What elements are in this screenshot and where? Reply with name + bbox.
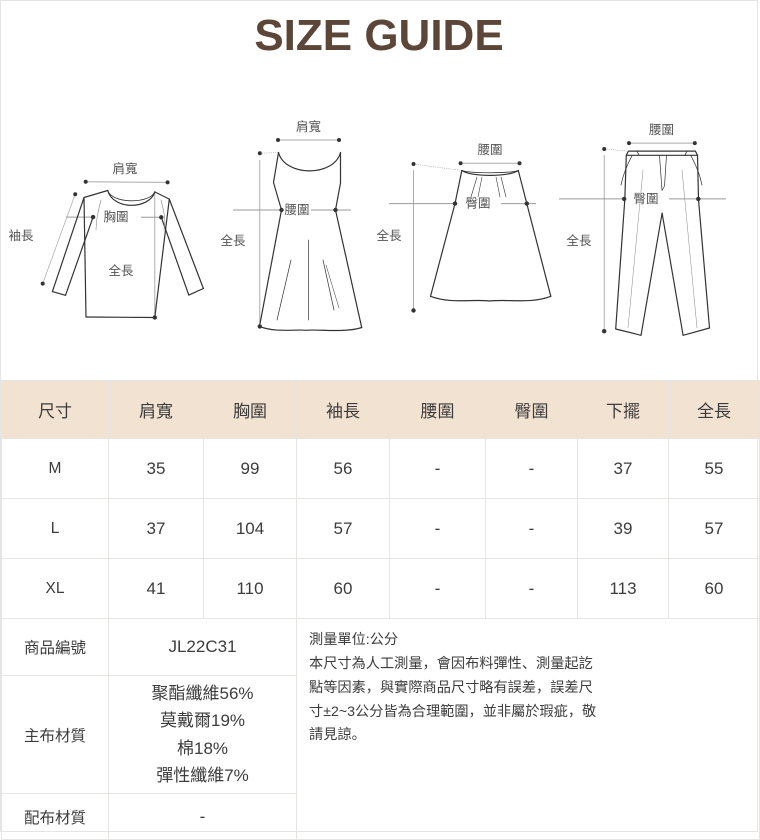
svg-text:肩寬: 肩寬 <box>112 161 137 176</box>
svg-text:全長: 全長 <box>220 233 246 248</box>
svg-text:肩寬: 肩寬 <box>296 119 321 134</box>
svg-text:全長: 全長 <box>108 263 134 278</box>
svg-text:全長: 全長 <box>376 228 402 243</box>
svg-text:臀圍: 臀圍 <box>633 192 658 206</box>
svg-text:袖長: 袖長 <box>8 228 34 243</box>
svg-text:腰圍: 腰圍 <box>649 123 674 137</box>
svg-text:全長: 全長 <box>566 233 592 248</box>
svg-text:腰圍: 腰圍 <box>284 203 309 217</box>
svg-text:腰圍: 腰圍 <box>477 143 502 157</box>
svg-text:臀圍: 臀圍 <box>465 197 490 211</box>
svg-text:胸圍: 胸圍 <box>103 209 128 224</box>
